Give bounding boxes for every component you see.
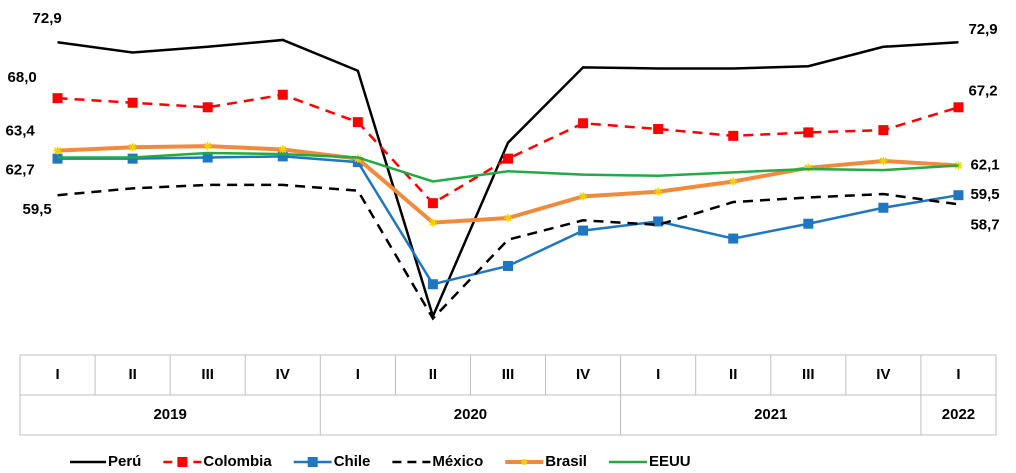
x-tick-label: IV: [876, 366, 890, 383]
legend-label: Colombia: [203, 453, 272, 470]
data-label: 68,0: [8, 69, 37, 86]
marker: [728, 130, 739, 141]
x-tick-label: II: [128, 366, 136, 383]
data-label: 67,2: [968, 82, 997, 99]
marker: [202, 102, 213, 113]
x-tick-label: I: [656, 366, 660, 383]
marker: [653, 123, 664, 134]
x-tick-label: II: [729, 366, 737, 383]
legend-marker: [307, 457, 318, 467]
marker: [728, 233, 739, 244]
marker: [878, 125, 889, 136]
x-tick-label: I: [55, 366, 59, 383]
marker: [427, 279, 438, 290]
data-label: 59,5: [970, 186, 999, 203]
x-tick-label: III: [201, 366, 214, 383]
marker: [428, 218, 437, 227]
x-tick-label: III: [802, 366, 815, 383]
data-label: 62,7: [6, 162, 35, 179]
marker: [578, 225, 589, 236]
marker: [729, 177, 738, 186]
x-tick-label: IV: [576, 366, 590, 383]
series-line: [57, 151, 959, 183]
group-label: 2020: [454, 406, 487, 423]
group-label: 2021: [754, 406, 787, 423]
x-tick-label: II: [429, 366, 437, 383]
legend-label: Perú: [108, 453, 141, 470]
group-label: 2019: [153, 406, 186, 423]
legend-marker: [521, 459, 528, 465]
series-line: [57, 38, 959, 320]
marker: [127, 97, 138, 108]
marker: [503, 260, 513, 271]
marker: [277, 151, 288, 162]
marker: [53, 146, 62, 155]
data-label: 59,5: [23, 201, 52, 218]
marker: [803, 218, 814, 229]
data-label: 62,1: [970, 156, 999, 173]
legend-marker: [177, 457, 188, 467]
legend-label: EEUU: [649, 453, 691, 470]
data-label: 58,7: [970, 216, 999, 233]
marker: [803, 127, 814, 138]
legend-label: Chile: [334, 453, 371, 470]
marker: [504, 214, 512, 223]
marker: [128, 143, 137, 152]
series-line: [57, 93, 959, 205]
data-label: 72,9: [33, 10, 62, 27]
legend-label: México: [432, 453, 483, 470]
marker: [202, 152, 213, 163]
marker: [52, 93, 63, 104]
marker: [953, 102, 964, 113]
marker: [427, 198, 438, 209]
x-tick-label: III: [502, 366, 515, 383]
x-tick-label: IV: [276, 366, 290, 383]
x-tick-label: I: [356, 366, 360, 383]
marker: [879, 156, 888, 165]
series-line: [57, 183, 959, 321]
marker: [953, 190, 964, 201]
marker: [654, 187, 663, 196]
marker: [352, 117, 363, 128]
marker: [203, 142, 212, 151]
data-label: 63,4: [6, 123, 36, 140]
marker: [954, 161, 963, 170]
marker: [278, 145, 287, 154]
data-label: 72,9: [968, 21, 997, 38]
marker: [503, 153, 513, 164]
marker: [578, 118, 589, 129]
group-label: 2022: [942, 406, 975, 423]
x-tick-label: I: [956, 366, 960, 383]
legend-label: Brasil: [545, 453, 587, 470]
marker: [878, 202, 889, 213]
marker: [579, 192, 588, 201]
marker: [277, 89, 288, 100]
marker: [653, 216, 664, 227]
